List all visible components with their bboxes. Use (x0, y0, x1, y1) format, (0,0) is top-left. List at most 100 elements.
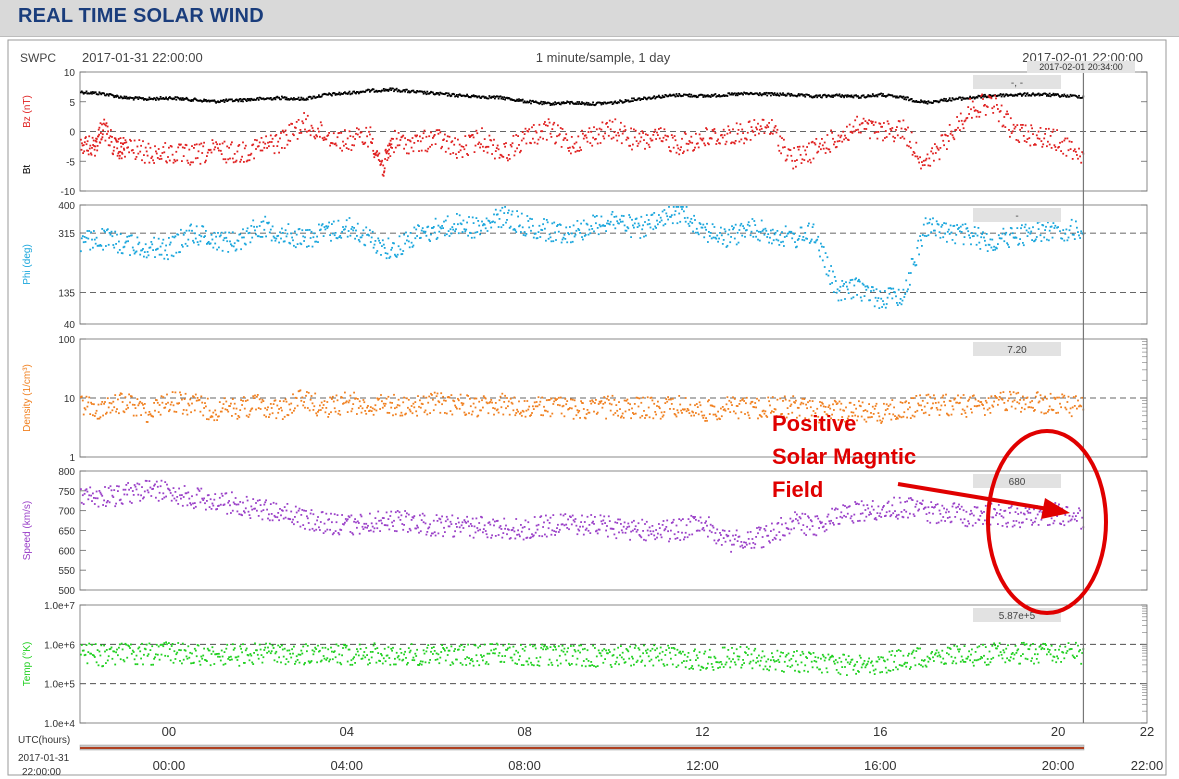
data-point-mag-Bz (342, 140, 344, 143)
data-point-density-Density (950, 413, 953, 416)
data-point-mag-Bt (657, 95, 659, 98)
data-point-mag-Bz (345, 147, 348, 149)
data-point-speed-Speed (179, 494, 181, 497)
data-point-phi-Phi (639, 237, 642, 239)
data-point-mag-Bt (525, 101, 528, 104)
data-point-density-Density (595, 399, 597, 401)
data-point-density-Density (113, 406, 116, 409)
data-point-phi-Phi (588, 228, 591, 231)
data-point-mag-Bz (336, 136, 339, 139)
data-point-mag-Bt (1037, 92, 1040, 95)
data-point-mag-Bz (990, 97, 993, 100)
data-point-speed-Speed (322, 532, 325, 534)
data-point-mag-Bz (996, 104, 998, 106)
data-point-phi-Phi (772, 239, 775, 242)
data-point-density-Density (599, 401, 602, 404)
data-point-density-Density (986, 408, 989, 411)
data-point-density-Density (1011, 400, 1014, 403)
data-point-mag-Bz (532, 124, 535, 126)
data-point-phi-Phi (445, 233, 448, 236)
data-point-mag-Bz (550, 136, 553, 138)
data-point-density-Density (552, 403, 555, 405)
data-point-phi-Phi (132, 249, 135, 252)
data-point-mag-Bz (921, 161, 923, 163)
data-point-density-Density (539, 400, 542, 403)
data-point-speed-Speed (246, 499, 249, 502)
data-point-density-Density (588, 411, 591, 414)
data-point-mag-Bz (694, 146, 696, 149)
data-point-mag-Bz (116, 147, 119, 150)
data-point-mag-Bt (917, 100, 920, 103)
data-point-phi-Phi (556, 225, 558, 227)
data-point-mag-Bz (958, 120, 960, 123)
data-point-speed-Speed (143, 490, 146, 493)
data-point-phi-Phi (261, 236, 264, 238)
data-point-phi-Phi (642, 224, 644, 227)
data-point-mag-Bz (482, 145, 484, 148)
data-point-phi-Phi (928, 221, 931, 224)
data-point-mag-Bt (384, 88, 387, 91)
data-point-phi-Phi (152, 249, 154, 251)
data-point-mag-Bt (477, 95, 480, 98)
data-point-phi-Phi (1048, 229, 1051, 232)
data-point-phi-Phi (645, 214, 648, 216)
data-point-mag-Bz (100, 138, 103, 140)
data-point-mag-Bz (514, 150, 517, 153)
data-point-phi-Phi (647, 219, 650, 221)
data-point-phi-Phi (819, 255, 821, 258)
data-point-mag-Bt (307, 96, 310, 98)
data-point-phi-Phi (356, 222, 359, 225)
data-point-mag-Bz (799, 154, 802, 156)
data-point-density-Density (429, 412, 431, 414)
data-point-speed-Speed (367, 524, 369, 527)
data-point-phi-Phi (307, 245, 310, 247)
data-point-density-Density (504, 394, 506, 397)
data-point-mag-Bt (240, 100, 242, 103)
data-point-density-Density (80, 395, 83, 398)
data-point-mag-Bt (182, 99, 185, 101)
data-point-mag-Bz (277, 140, 280, 143)
data-point-phi-Phi (708, 235, 711, 237)
data-point-mag-Bz (792, 167, 795, 170)
data-point-density-Density (977, 400, 980, 402)
data-point-phi-Phi (264, 215, 267, 218)
data-point-phi-Phi (287, 223, 290, 225)
data-point-mag-Bz (552, 123, 555, 126)
data-point-mag-Bz (821, 144, 824, 147)
data-point-speed-Speed (482, 531, 484, 534)
data-point-density-Density (492, 407, 494, 409)
data-point-speed-Speed (168, 489, 171, 492)
data-point-phi-Phi (405, 231, 407, 234)
data-point-phi-Phi (360, 236, 363, 239)
data-point-density-Density (590, 402, 593, 405)
data-point-density-Density (593, 410, 595, 413)
data-point-mag-Bz (509, 144, 512, 146)
data-point-density-Density (782, 400, 784, 402)
data-point-speed-Speed (303, 509, 305, 512)
data-point-speed-Speed (248, 514, 251, 516)
data-point-mag-Bt (819, 94, 821, 97)
data-point-mag-Bz (166, 161, 168, 164)
data-point-density-Density (90, 401, 92, 404)
data-point-mag-Bt (915, 100, 918, 102)
data-point-mag-Bz (81, 144, 84, 147)
data-point-phi-Phi (197, 243, 200, 246)
data-point-mag-Bt (409, 91, 412, 93)
data-point-phi-Phi (151, 243, 154, 246)
data-point-phi-Phi (185, 229, 188, 232)
data-point-phi-Phi (467, 234, 469, 237)
data-point-phi-Phi (365, 226, 368, 229)
data-point-speed-Speed (371, 525, 374, 528)
data-point-phi-Phi (1081, 232, 1084, 235)
data-point-density-Density (289, 408, 292, 411)
data-point-mag-Bt (365, 89, 368, 92)
data-point-mag-Bz (627, 137, 630, 140)
data-point-density-Density (1067, 395, 1070, 398)
data-point-phi-Phi (909, 283, 911, 286)
data-point-mag-Bt (424, 91, 427, 94)
data-point-mag-Bt (1070, 95, 1073, 97)
data-point-density-Density (406, 397, 408, 400)
data-point-speed-Speed (222, 504, 225, 506)
data-point-mag-Bz (950, 130, 953, 133)
data-point-mag-Bz (492, 144, 494, 146)
